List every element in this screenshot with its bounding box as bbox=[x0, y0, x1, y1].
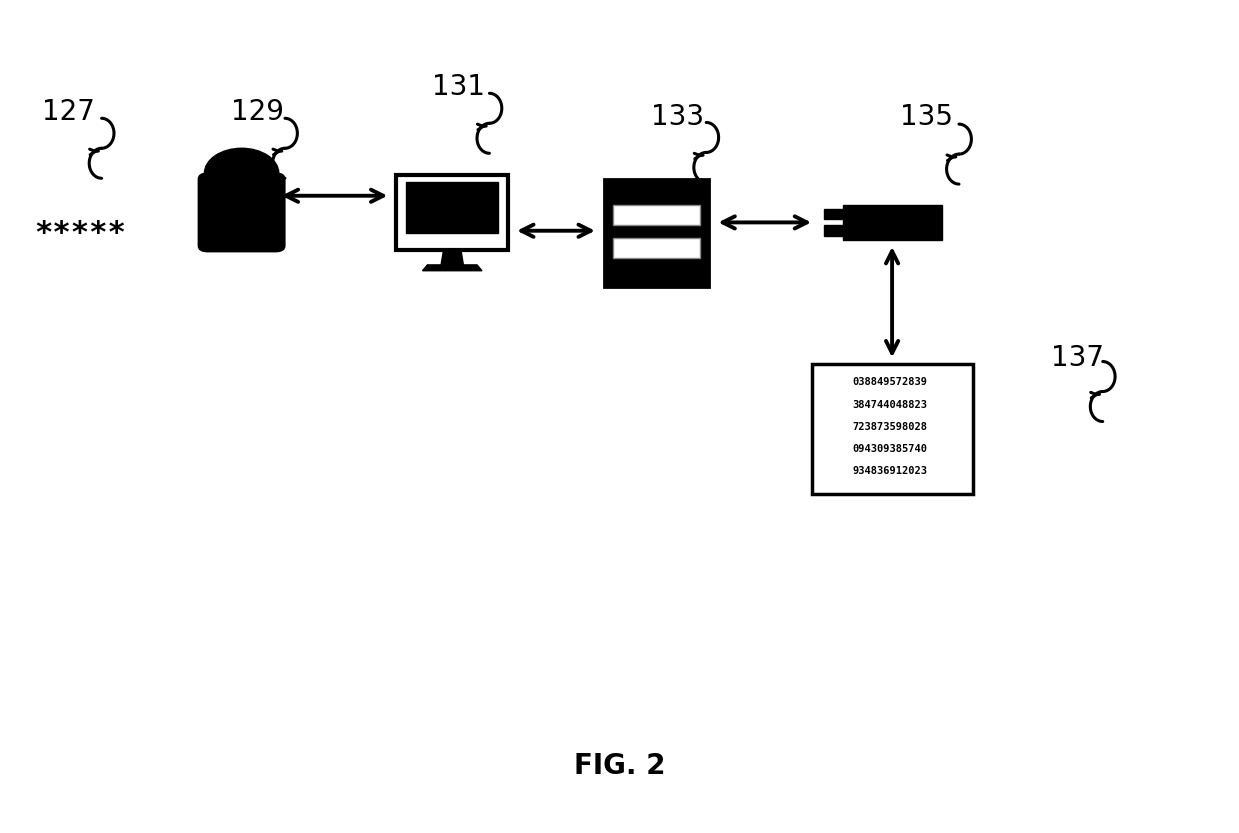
FancyBboxPatch shape bbox=[605, 179, 709, 287]
Text: 038849572839: 038849572839 bbox=[852, 377, 927, 387]
FancyBboxPatch shape bbox=[197, 172, 285, 252]
Polygon shape bbox=[441, 250, 463, 265]
FancyBboxPatch shape bbox=[812, 365, 973, 493]
Text: 129: 129 bbox=[232, 98, 284, 127]
Text: 934836912023: 934836912023 bbox=[852, 466, 927, 476]
FancyBboxPatch shape bbox=[824, 208, 843, 220]
Text: 137: 137 bbox=[1052, 344, 1104, 372]
FancyBboxPatch shape bbox=[613, 238, 700, 258]
Text: 127: 127 bbox=[42, 98, 94, 127]
Text: *****: ***** bbox=[35, 219, 126, 247]
FancyBboxPatch shape bbox=[396, 175, 508, 250]
Text: 135: 135 bbox=[901, 102, 953, 131]
FancyBboxPatch shape bbox=[613, 205, 700, 225]
Text: 133: 133 bbox=[652, 102, 704, 131]
Text: FIG. 2: FIG. 2 bbox=[574, 752, 665, 781]
Text: 723873598028: 723873598028 bbox=[852, 421, 927, 431]
Circle shape bbox=[204, 148, 279, 198]
Polygon shape bbox=[422, 265, 482, 271]
Text: 094309385740: 094309385740 bbox=[852, 444, 927, 454]
FancyBboxPatch shape bbox=[843, 205, 942, 240]
FancyBboxPatch shape bbox=[824, 226, 843, 237]
FancyBboxPatch shape bbox=[406, 182, 498, 233]
Text: 131: 131 bbox=[432, 73, 484, 102]
Text: 384744048823: 384744048823 bbox=[852, 400, 927, 410]
